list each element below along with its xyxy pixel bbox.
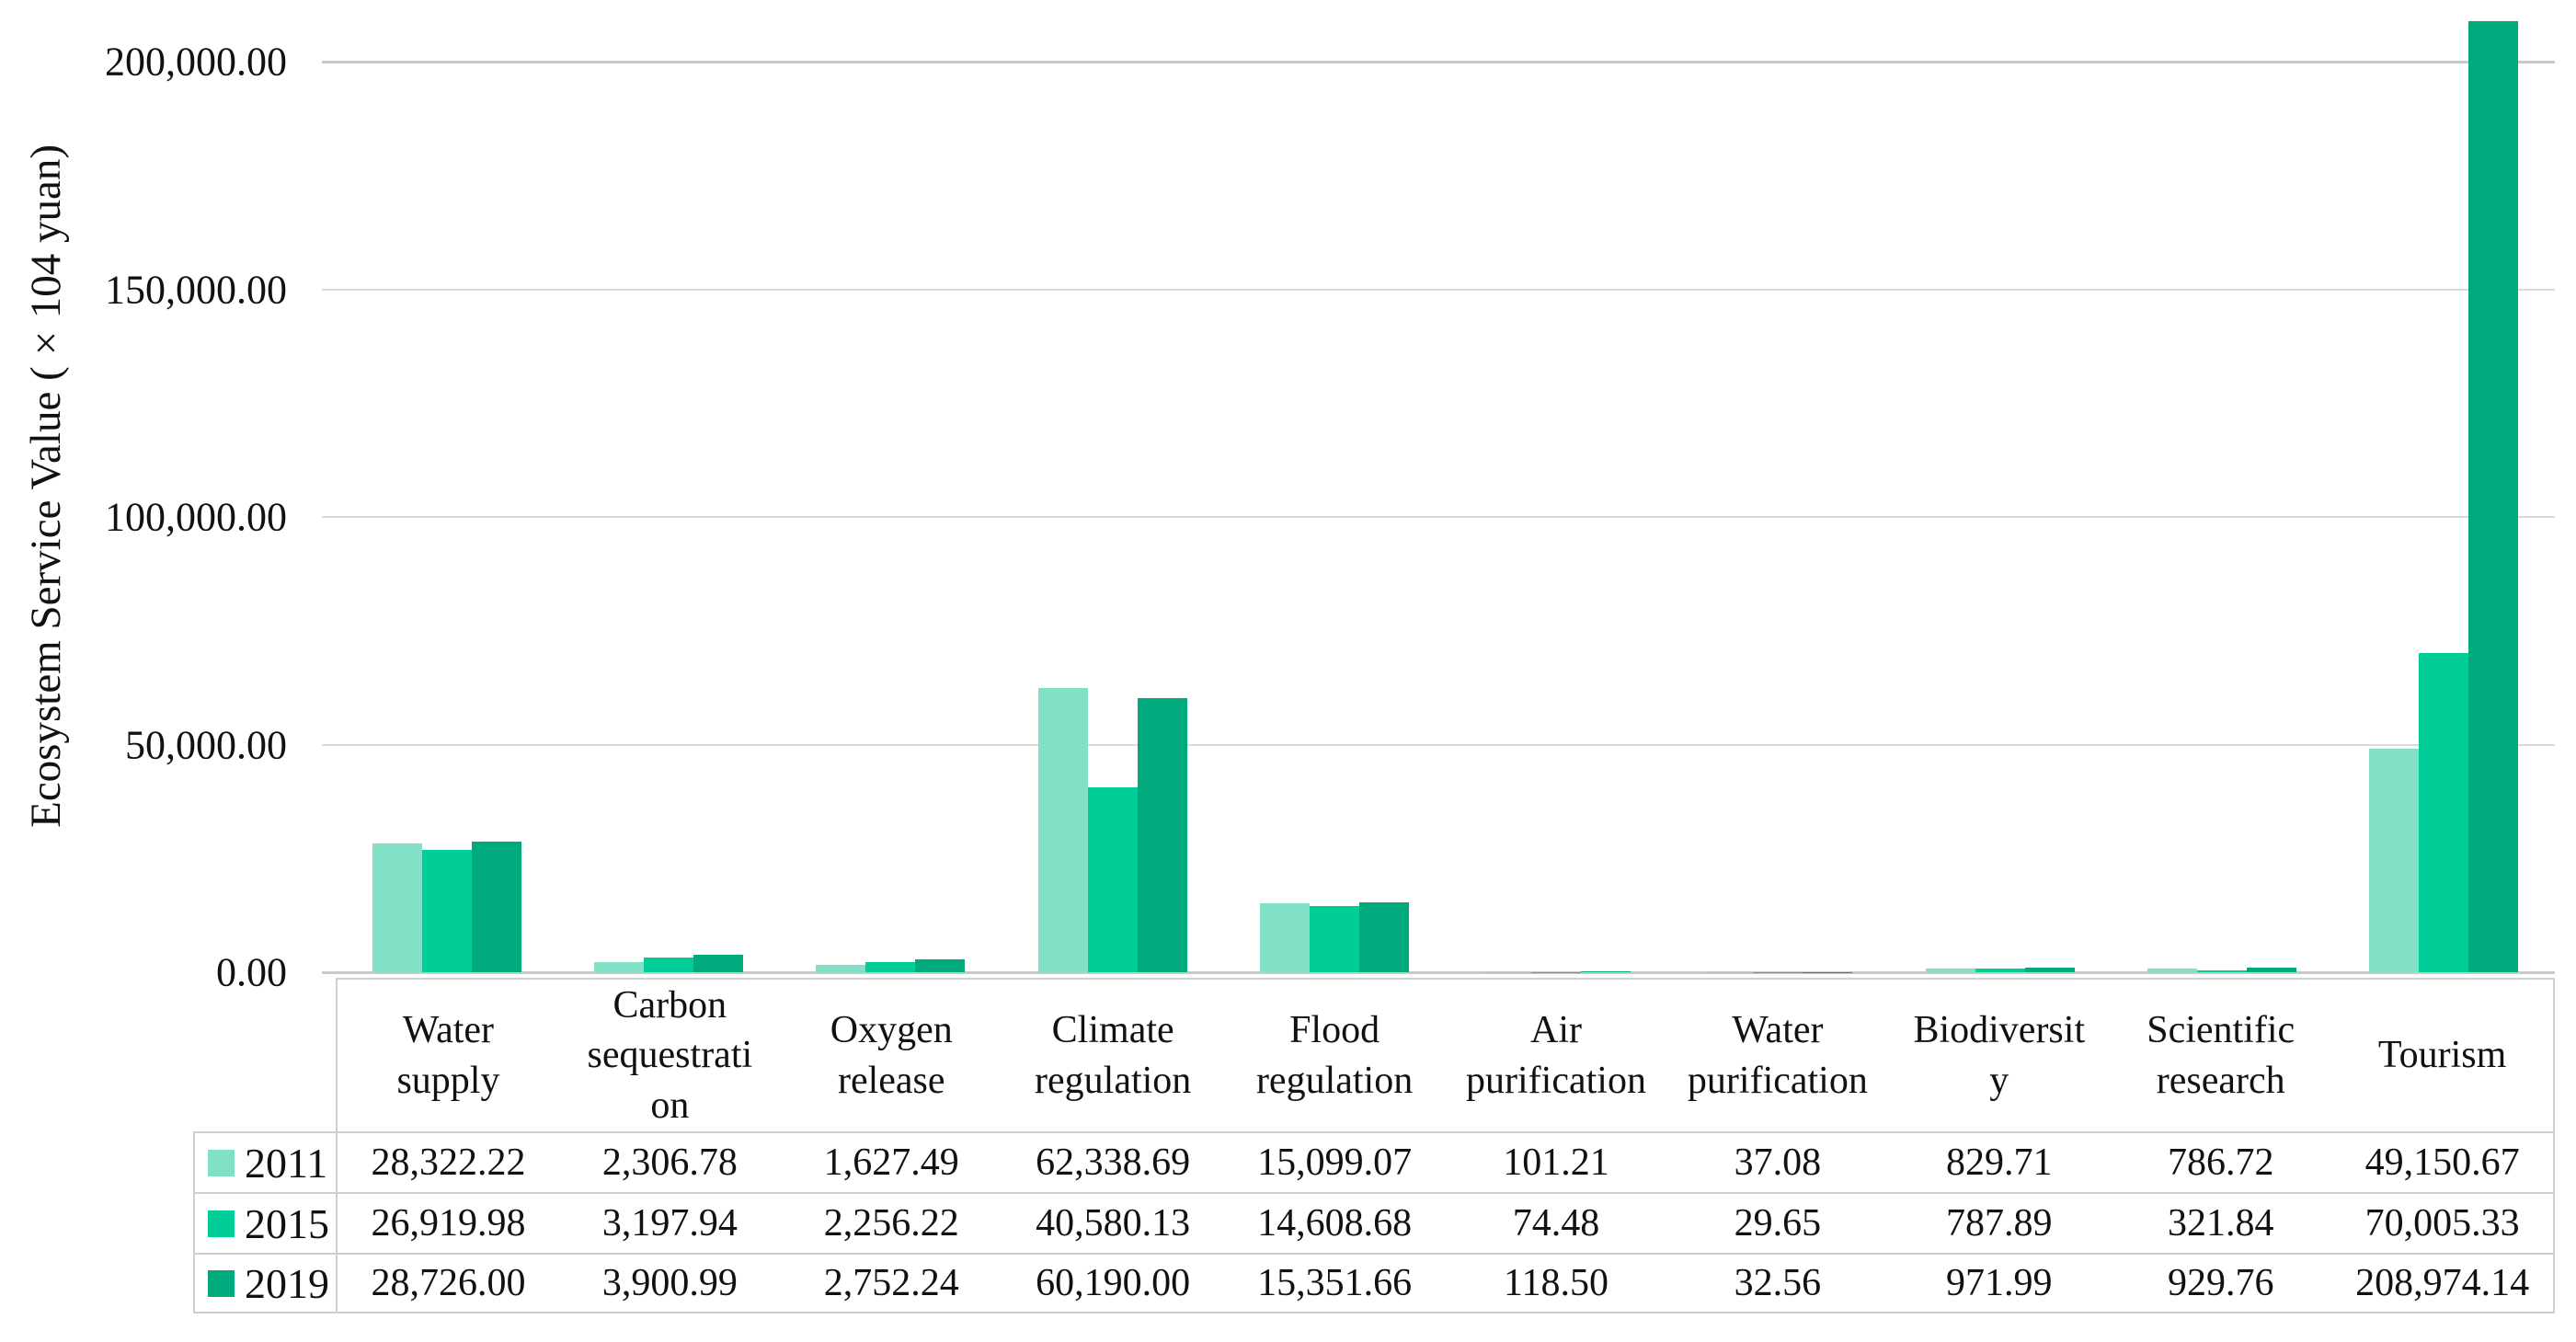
table-row: 2011 28,322.22 2,306.78 1,627.49 62,338.69 15… (193, 1131, 2555, 1192)
y-tick-label: 150,000.00 (105, 267, 287, 312)
bar (372, 843, 422, 972)
table-cell: 49,150.67 (2364, 1141, 2520, 1184)
gridline (322, 743, 2555, 746)
table-cell: 28,322.22 (371, 1141, 526, 1184)
table-cell: 321.84 (2167, 1202, 2274, 1245)
legend-swatch-icon (208, 1269, 235, 1297)
bar (2024, 968, 2075, 972)
table-body: 2011 28,322.22 2,306.78 1,627.49 62,338.69 15… (193, 1131, 2555, 1313)
gridline (322, 516, 2555, 518)
bar (1925, 968, 1975, 972)
column-header: Flood regulation (1255, 1008, 1414, 1102)
plot-area (336, 0, 2555, 972)
bar (2468, 20, 2519, 972)
table-cell: 786.72 (2167, 1141, 2274, 1184)
bar (1037, 688, 1088, 972)
legend-year-label: 2019 (245, 1259, 329, 1307)
table-row: 2015 26,919.98 3,197.94 2,256.22 40,580.13 14… (193, 1192, 2555, 1253)
table-cell: 3,197.94 (601, 1202, 738, 1245)
legend-swatch-icon (208, 1149, 235, 1176)
bar (816, 964, 866, 972)
bar (1581, 971, 1631, 972)
table-cell: 14,608.68 (1257, 1202, 1413, 1245)
bar (2197, 970, 2248, 972)
y-axis-title: Ecosystem Service Value (×104 yuan) (0, 0, 92, 972)
bar (1309, 905, 1359, 972)
bar (1259, 903, 1310, 972)
y-tick-label: 200,000.00 (105, 39, 287, 85)
table-cell: 40,580.13 (1036, 1202, 1191, 1245)
y-tick-label: 100,000.00 (105, 494, 287, 540)
legend-year-label: 2015 (245, 1199, 329, 1247)
gridline (322, 288, 2555, 291)
bar (2419, 653, 2469, 972)
y-tick-label: 0.00 (216, 949, 287, 995)
table-cell: 2,256.22 (823, 1202, 959, 1245)
table-header-row: Water supply Carbon sequestrati on Oxygen … (336, 978, 2555, 1131)
bar (1975, 969, 2025, 972)
column-header: Water purification (1687, 1008, 1868, 1102)
table-cell: 60,190.00 (1036, 1262, 1191, 1304)
bar (421, 849, 472, 972)
column-header: Tourism (2377, 1034, 2507, 1077)
table-cell: 37.08 (1734, 1141, 1822, 1184)
y-tick-label: 50,000.00 (125, 722, 287, 767)
table-cell: 2,306.78 (601, 1141, 738, 1184)
bar (1482, 971, 1532, 972)
table-row: 2019 28,726.00 3,900.99 2,752.24 60,190.00 15… (193, 1253, 2555, 1313)
bar (643, 958, 693, 972)
table-cell: 3,900.99 (601, 1262, 738, 1304)
table-cell: 2,752.24 (823, 1262, 959, 1304)
table-cell: 929.76 (2167, 1262, 2274, 1304)
bar (2147, 969, 2198, 972)
legend-cell: 2019 (195, 1255, 338, 1312)
column-header: Climate regulation (1035, 1008, 1192, 1102)
bar (915, 959, 966, 972)
column-header: Air purification (1466, 1008, 1646, 1102)
bar (1358, 902, 1409, 972)
gridline (322, 971, 2555, 974)
table-cell: 29.65 (1734, 1202, 1822, 1245)
bar (865, 961, 916, 972)
legend-cell: 2015 (195, 1194, 338, 1253)
table-cell: 28,726.00 (371, 1262, 526, 1304)
bar (693, 954, 743, 972)
table-cell: 208,974.14 (2355, 1262, 2530, 1304)
table-cell: 32.56 (1734, 1262, 1822, 1304)
table-cell: 26,919.98 (371, 1202, 526, 1245)
table-cell: 1,627.49 (823, 1141, 959, 1184)
bar (2369, 748, 2420, 972)
table-cell: 829.71 (1946, 1141, 2053, 1184)
bar (471, 841, 521, 972)
gridline (322, 61, 2555, 63)
column-header: Biodiversit y (1913, 1008, 2086, 1102)
table-cell: 787.89 (1946, 1202, 2053, 1245)
table-cell: 15,099.07 (1257, 1141, 1413, 1184)
table-cell: 70,005.33 (2364, 1202, 2520, 1245)
table-cell: 971.99 (1946, 1262, 2053, 1304)
column-header: Scientific research (2147, 1008, 2296, 1102)
bar (1137, 698, 1187, 972)
bar (1087, 787, 1138, 972)
legend-year-label: 2011 (245, 1139, 328, 1187)
column-header: Water supply (396, 1008, 500, 1102)
table-cell: 101.21 (1503, 1141, 1609, 1184)
column-header: Carbon sequestrati on (587, 983, 753, 1127)
legend-swatch-icon (208, 1210, 235, 1237)
table-cell: 118.50 (1504, 1262, 1609, 1304)
column-header: Oxygen release (830, 1008, 953, 1102)
table-cell: 15,351.66 (1257, 1262, 1413, 1304)
table-cell: 62,338.69 (1036, 1141, 1191, 1184)
legend-cell: 2011 (195, 1133, 338, 1192)
bar (593, 961, 644, 972)
bar (2247, 968, 2297, 972)
table-cell: 74.48 (1512, 1202, 1600, 1245)
